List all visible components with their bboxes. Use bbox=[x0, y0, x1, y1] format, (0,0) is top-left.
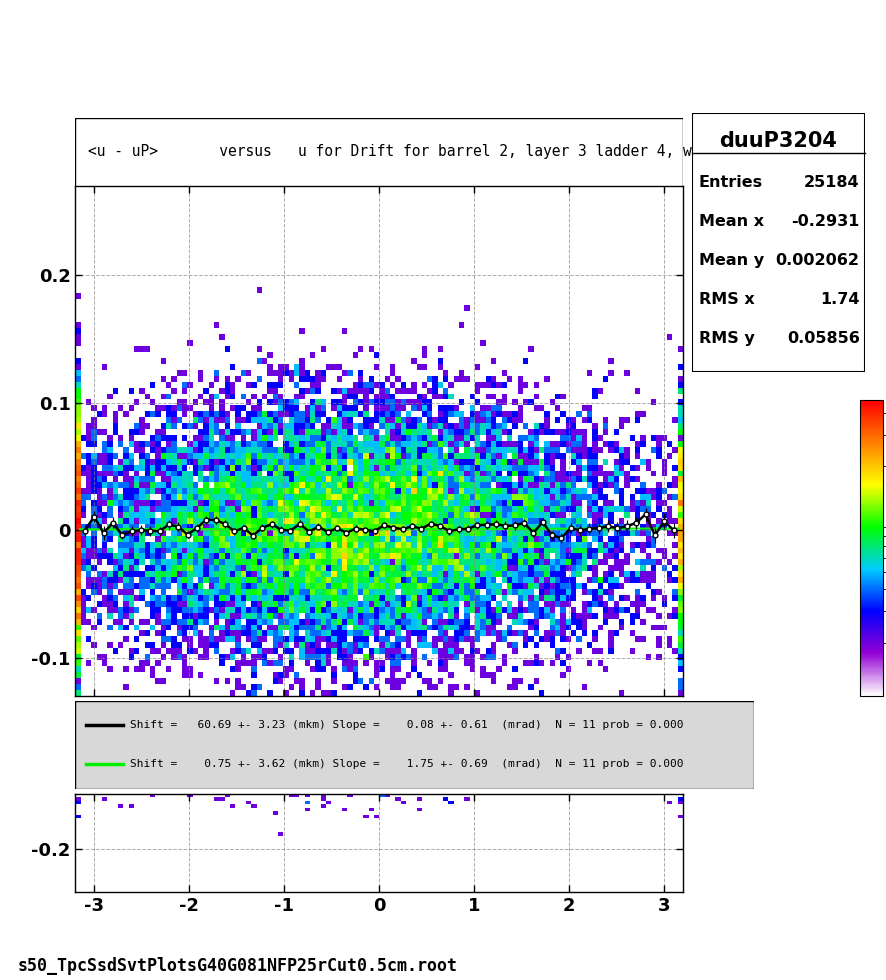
Text: Mean x: Mean x bbox=[698, 215, 763, 229]
Text: <u - uP>       versus   u for Drift for barrel 2, layer 3 ladder 4, wafer 2: <u - uP> versus u for Drift for barrel 2… bbox=[88, 144, 743, 160]
Text: 25184: 25184 bbox=[803, 175, 859, 190]
Text: 0.05856: 0.05856 bbox=[786, 331, 859, 346]
Text: Shift =   60.69 +- 3.23 (mkm) Slope =    0.08 +- 0.61  (mrad)  N = 11 prob = 0.0: Shift = 60.69 +- 3.23 (mkm) Slope = 0.08… bbox=[129, 720, 682, 730]
Text: Shift =    0.75 +- 3.62 (mkm) Slope =    1.75 +- 0.69  (mrad)  N = 11 prob = 0.0: Shift = 0.75 +- 3.62 (mkm) Slope = 1.75 … bbox=[129, 760, 682, 769]
Text: 1.74: 1.74 bbox=[820, 292, 859, 307]
Text: duuP3204: duuP3204 bbox=[719, 131, 836, 151]
Text: Mean y: Mean y bbox=[698, 253, 763, 269]
Text: -0.2931: -0.2931 bbox=[790, 215, 859, 229]
Text: Entries: Entries bbox=[698, 175, 762, 190]
Text: s50_TpcSsdSvtPlotsG40G081NFP25rCut0.5cm.root: s50_TpcSsdSvtPlotsG40G081NFP25rCut0.5cm.… bbox=[18, 957, 457, 975]
Text: 0.002062: 0.002062 bbox=[774, 253, 859, 269]
Text: RMS x: RMS x bbox=[698, 292, 754, 307]
Text: RMS y: RMS y bbox=[698, 331, 754, 346]
